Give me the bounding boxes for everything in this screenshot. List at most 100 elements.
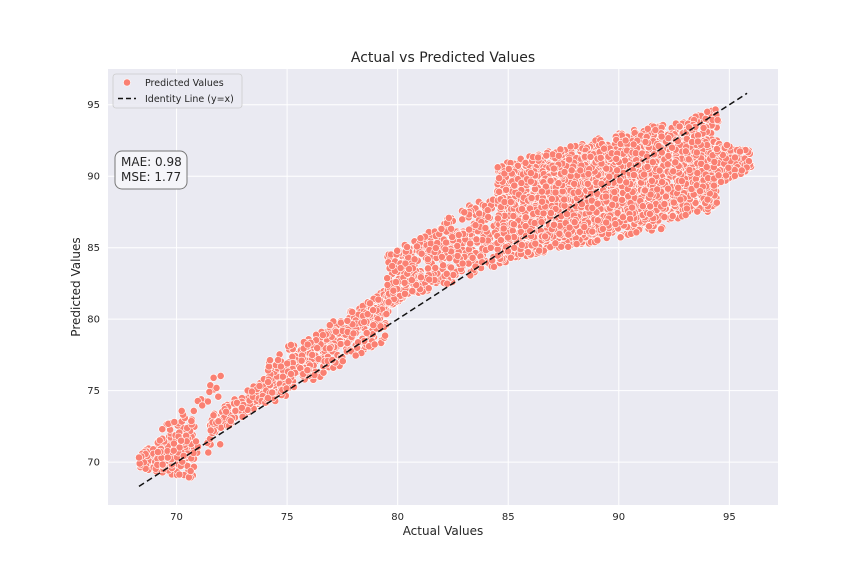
scatter-point — [155, 436, 164, 445]
scatter-point — [593, 199, 602, 208]
scatter-point — [442, 269, 451, 278]
scatter-point — [447, 224, 455, 233]
scatter-point — [360, 318, 368, 326]
scatter-point — [226, 417, 235, 425]
scatter-point — [675, 122, 684, 131]
scatter-point — [153, 448, 162, 456]
scatter-point — [490, 262, 498, 271]
scatter-point — [454, 230, 463, 239]
scatter-point — [424, 284, 433, 293]
scatter-point — [437, 252, 446, 261]
scatter-point — [444, 213, 453, 222]
scatter-point — [493, 163, 502, 172]
scatter-point — [600, 144, 608, 153]
scatter-point — [392, 278, 400, 286]
scatter-point — [703, 107, 712, 116]
scatter-point — [400, 289, 409, 298]
scatter-point — [484, 212, 493, 221]
scatter-point — [538, 187, 546, 196]
scatter-point — [366, 299, 374, 308]
scatter-point — [303, 340, 312, 349]
scatter-point — [369, 306, 377, 315]
scatter-point — [458, 259, 467, 268]
scatter-point — [274, 356, 282, 364]
scatter-point — [684, 155, 693, 164]
scatter-point — [693, 207, 702, 216]
scatter-point — [556, 145, 565, 154]
legend-scatter-marker — [123, 78, 131, 87]
scatter-point — [475, 209, 484, 218]
scatter-point — [612, 154, 621, 163]
x-tick-label: 85 — [502, 512, 515, 523]
x-tick-label: 90 — [612, 512, 625, 523]
scatter-point — [431, 244, 440, 252]
scatter-point — [584, 169, 593, 178]
scatter-point — [660, 200, 669, 208]
scatter-point — [231, 406, 240, 415]
scatter-point — [547, 209, 555, 217]
y-tick-label: 70 — [87, 458, 100, 469]
scatter-point — [216, 371, 225, 380]
scatter-point — [212, 383, 221, 392]
scatter-point — [214, 417, 223, 426]
scatter-point — [538, 197, 546, 206]
scatter-point — [336, 340, 345, 348]
scatter-point — [565, 155, 574, 164]
scatter-point — [410, 255, 419, 264]
scatter-point — [383, 280, 392, 289]
scatter-point — [318, 331, 327, 339]
scatter-point — [657, 132, 666, 141]
scatter-point — [531, 239, 540, 248]
scatter-point — [551, 188, 560, 197]
scatter-point — [640, 170, 648, 179]
scatter-point — [570, 179, 579, 188]
scatter-point — [466, 239, 475, 248]
scatter-point — [694, 137, 702, 146]
scatter-point — [336, 318, 345, 327]
scatter-point — [724, 163, 733, 172]
scatter-point — [206, 426, 215, 435]
scatter-point — [504, 164, 513, 173]
y-tick-label: 75 — [87, 386, 100, 397]
scatter-point — [442, 238, 450, 247]
x-axis-label: Actual Values — [403, 524, 484, 538]
scatter-point — [424, 264, 432, 273]
scatter-point — [283, 359, 292, 368]
scatter-point — [566, 142, 575, 151]
scatter-point — [448, 233, 457, 241]
scatter-point — [526, 177, 535, 186]
scatter-point — [255, 382, 264, 390]
scatter-point — [605, 172, 614, 181]
scatter-point — [641, 137, 650, 146]
scatter-point — [730, 171, 739, 180]
scatter-point — [388, 262, 397, 270]
x-tick-label: 95 — [723, 512, 736, 523]
scatter-point — [655, 166, 664, 175]
scatter-point — [521, 213, 530, 222]
scatter-point — [618, 195, 626, 204]
scatter-point — [703, 195, 712, 204]
scatter-point — [616, 233, 625, 242]
scatter-point — [527, 169, 535, 177]
scatter-point — [264, 378, 272, 386]
scatter-point — [641, 186, 649, 195]
scatter-point — [696, 187, 704, 196]
scatter-point — [332, 327, 340, 336]
scatter-point — [530, 219, 539, 227]
scatter-point — [629, 140, 638, 149]
scatter-point — [517, 179, 526, 187]
scatter-point — [449, 270, 458, 279]
scatter-point — [692, 148, 701, 157]
scatter-point — [396, 264, 405, 272]
scatter-point — [588, 227, 597, 236]
scatter-point — [506, 253, 515, 262]
scatter-point — [266, 356, 274, 365]
scatter-point — [407, 276, 416, 284]
scatter-point — [187, 417, 196, 425]
scatter-point — [403, 243, 411, 251]
scatter-point — [702, 163, 711, 171]
x-tick-label: 75 — [281, 512, 294, 523]
scatter-point — [431, 263, 440, 272]
scatter-point — [622, 178, 631, 187]
